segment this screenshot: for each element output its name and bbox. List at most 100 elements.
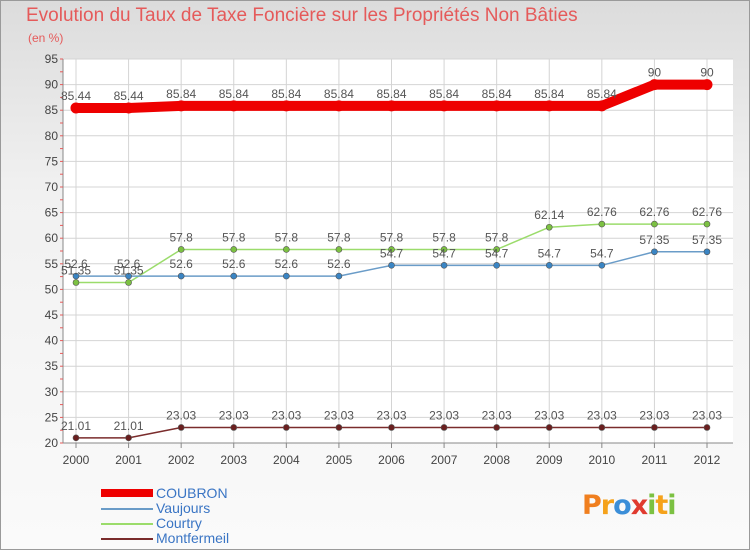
- data-point: [335, 272, 343, 280]
- x-tick-label: 2008: [483, 453, 510, 467]
- y-tick-label: 85: [45, 103, 59, 117]
- data-point: [388, 424, 395, 431]
- data-point: [280, 100, 292, 112]
- data-label: 52.6: [64, 257, 88, 271]
- data-label: 85.84: [534, 87, 564, 101]
- data-label: 23.03: [429, 408, 459, 422]
- data-point: [175, 100, 187, 112]
- logo-letter: o: [613, 490, 632, 521]
- data-label: 52.6: [275, 257, 299, 271]
- series: [70, 79, 713, 442]
- data-point: [493, 246, 500, 253]
- data-point: [388, 262, 395, 269]
- data-point: [703, 248, 711, 256]
- legend-label-coubron: COUBRON: [156, 485, 228, 501]
- plot-area: [63, 59, 733, 443]
- data-label: 52.6: [169, 257, 193, 271]
- data-label: 54.7: [380, 246, 404, 260]
- data-label: 23.03: [692, 408, 722, 422]
- data-label: 23.03: [166, 408, 196, 422]
- data-point: [72, 279, 80, 286]
- y-tick-label: 20: [45, 436, 59, 450]
- y-tick-label: 80: [45, 129, 59, 143]
- y-tick-label: 35: [45, 359, 59, 373]
- data-label: 23.03: [482, 408, 512, 422]
- data-label: 23.03: [587, 408, 617, 422]
- data-point: [283, 424, 290, 431]
- data-label: 54.7: [485, 246, 509, 260]
- y-tick-label: 30: [45, 385, 59, 399]
- data-point: [125, 272, 132, 280]
- data-point: [335, 424, 343, 431]
- data-point: [493, 424, 500, 431]
- data-point: [545, 223, 553, 231]
- data-point: [648, 79, 660, 91]
- y-tick-label: 95: [45, 52, 59, 66]
- data-labels: 85.44 85.44 85.84 85.84 85.84 85.84 85.84 85.84…: [61, 66, 722, 433]
- logo-letter: r: [600, 490, 614, 521]
- y-tick-label: 45: [45, 308, 59, 322]
- data-label: 62.14: [534, 208, 564, 222]
- data-label: 85.84: [587, 87, 617, 101]
- data-label: 85.84: [324, 87, 354, 101]
- data-point: [70, 102, 82, 114]
- data-label: 23.03: [271, 408, 301, 422]
- data-label: 85.84: [219, 87, 249, 101]
- x-tick-label: 2002: [168, 453, 195, 467]
- data-label: 54.7: [590, 246, 614, 260]
- data-label: 85.44: [114, 89, 144, 103]
- legend-swatch-vaujours: [101, 508, 153, 510]
- y-tick-label: 75: [45, 154, 59, 168]
- data-point: [440, 262, 448, 269]
- data-point: [598, 220, 606, 228]
- x-tick-label: 2012: [694, 453, 721, 467]
- data-point: [651, 220, 658, 228]
- x-tick-label: 2005: [326, 453, 353, 467]
- data-point: [491, 100, 503, 112]
- data-label: 57.8: [327, 230, 351, 244]
- legend-label-courtry: Courtry: [156, 515, 202, 531]
- data-point: [651, 424, 658, 431]
- data-label: 23.03: [376, 408, 406, 422]
- data-point: [598, 262, 606, 269]
- data-point: [545, 262, 553, 269]
- data-point: [388, 246, 395, 253]
- x-tick-label: 2009: [536, 453, 563, 467]
- data-point: [123, 102, 135, 114]
- data-point: [177, 246, 185, 253]
- data-label: 21.01: [61, 419, 91, 433]
- data-point: [335, 246, 343, 253]
- y-tick-label: 25: [45, 410, 59, 424]
- axes: 20 25 30 35 40 45 50 55 60 65 70 75 80 85 90 95 2000 2001…: [45, 52, 733, 467]
- grid: [63, 58, 733, 444]
- data-point: [228, 100, 240, 112]
- data-label: 54.7: [538, 246, 562, 260]
- chart-subtitle: (en %): [28, 31, 64, 45]
- legend-swatch-coubron: [101, 489, 153, 497]
- legend-swatch-montfermeil: [101, 538, 153, 540]
- data-point: [596, 100, 608, 112]
- data-label: 62.76: [639, 205, 669, 219]
- data-label: 85.44: [61, 89, 91, 103]
- data-point: [125, 279, 132, 286]
- data-point: [438, 100, 450, 112]
- data-point: [386, 100, 397, 112]
- x-tick-label: 2006: [378, 453, 405, 467]
- data-label: 21.01: [114, 419, 144, 433]
- data-label: 23.03: [534, 408, 564, 422]
- y-tick-label: 60: [45, 231, 59, 245]
- y-tick-label: 40: [45, 334, 59, 348]
- y-tick-label: 55: [45, 257, 59, 271]
- data-point: [703, 424, 711, 431]
- data-label: 54.7: [432, 246, 456, 260]
- logo-letter: t: [655, 490, 668, 521]
- data-label: 57.35: [692, 233, 722, 247]
- x-tick-label: 2004: [273, 453, 300, 467]
- data-point: [651, 248, 658, 256]
- data-point: [440, 424, 448, 431]
- data-label: 52.6: [222, 257, 246, 271]
- data-point: [230, 272, 238, 280]
- logo-letter: P: [582, 490, 602, 521]
